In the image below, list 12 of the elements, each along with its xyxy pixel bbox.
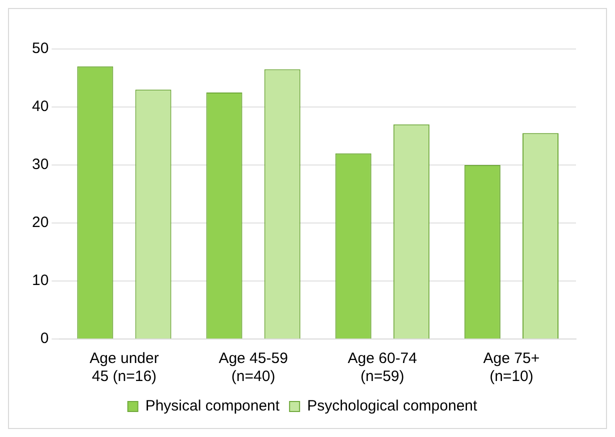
legend-label: Psychological component: [307, 398, 478, 415]
y-tick-label: 30: [32, 156, 49, 174]
x-tick-label: Age 75+ (n=10): [483, 350, 540, 386]
x-tick-label: Age under 45 (n=16): [90, 350, 159, 386]
legend-label: Physical component: [145, 398, 280, 415]
y-tick-label: 10: [32, 272, 49, 290]
x-tick-label: Age 45-59 (n=40): [218, 350, 288, 386]
y-tick-label: 20: [32, 214, 49, 232]
y-tick-label: 0: [40, 330, 49, 348]
x-tick-label: Age 60-74 (n=59): [348, 350, 417, 386]
y-tick-label: 40: [32, 98, 49, 116]
y-tick-label: 50: [32, 40, 49, 58]
